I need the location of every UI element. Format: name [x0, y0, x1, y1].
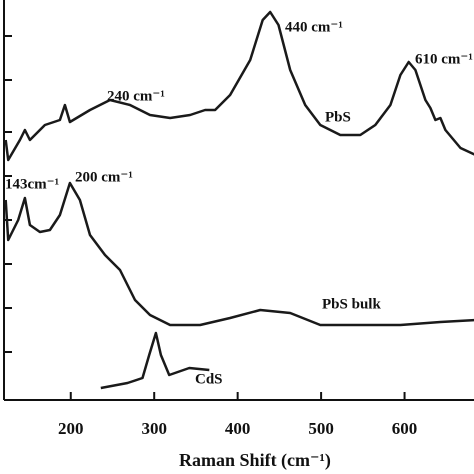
annotation: CdS — [195, 371, 223, 387]
annotation: 240 cm⁻¹ — [107, 88, 165, 104]
x-tick-label: 200 — [58, 419, 84, 438]
x-tick-label: 500 — [308, 419, 334, 438]
annotation: 440 cm⁻¹ — [285, 19, 343, 35]
x-axis-title: Raman Shift (cm⁻¹) — [179, 450, 331, 471]
x-tick-label: 600 — [392, 419, 418, 438]
annotation: PbS — [325, 109, 351, 125]
x-tick-label: 400 — [225, 419, 251, 438]
spectrum-line — [4, 181, 474, 327]
spectrum-line — [100, 331, 210, 390]
spectrum-line — [4, 10, 474, 162]
annotation: PbS bulk — [322, 296, 381, 312]
x-tick-label: 300 — [141, 419, 167, 438]
annotation: 200 cm⁻¹ — [75, 169, 133, 185]
annotation: 143cm⁻¹ — [5, 176, 59, 192]
annotation: 610 cm⁻¹ — [415, 51, 473, 67]
